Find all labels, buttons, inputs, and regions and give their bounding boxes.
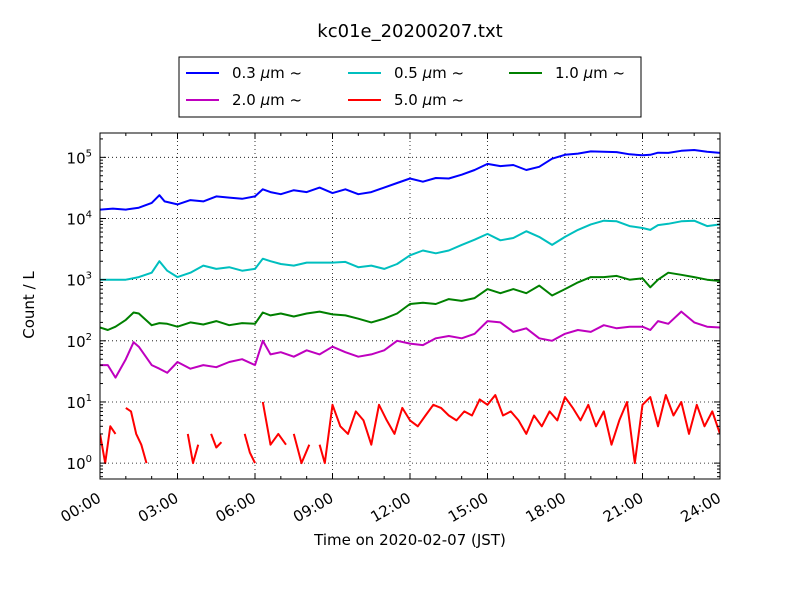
series-line-0-3: [100, 149, 720, 211]
y-axis-label: Count / L: [20, 271, 38, 339]
series-line-5-0: [243, 433, 256, 464]
y-tick-label: 104: [67, 209, 92, 228]
y-tick-label: 101: [67, 393, 92, 412]
legend-label: 0.3 μm ~: [232, 64, 302, 82]
y-tick-label: 100: [67, 454, 92, 473]
legend-item-0-3: 0.3 μm ~: [186, 64, 302, 82]
legend-box: [178, 56, 642, 118]
y-axis: 100 101 102 103 104 105: [67, 138, 720, 478]
legend-label: 2.0 μm ~: [232, 91, 302, 109]
legend: 0.3 μm ~ 0.5 μm ~ 1.0 μm ~ 2.0 μm ~ 5.0 μm ~: [178, 56, 642, 118]
series-line-5-0: [261, 401, 287, 446]
series-line-0-5: [100, 219, 720, 281]
series-line-5-0: [100, 425, 117, 465]
legend-item-0-5: 0.5 μm ~: [348, 64, 464, 82]
series-line-5-0: [125, 407, 148, 464]
series-line-2-0: [100, 310, 720, 379]
series-line-5-0: [292, 433, 311, 465]
legend-label: 1.0 μm ~: [555, 64, 625, 82]
series-line-5-0: [210, 433, 223, 449]
y-tick-label: 105: [67, 148, 92, 167]
legend-item-1-0: 1.0 μm ~: [509, 64, 625, 82]
series-line-5-0: [186, 433, 200, 465]
chart-title: kc01e_20200207.txt: [317, 21, 502, 42]
y-tick-label: 102: [67, 332, 92, 351]
legend-label: 0.5 μm ~: [394, 64, 464, 82]
legend-label: 5.0 μm ~: [394, 91, 464, 109]
series-lines: [100, 149, 720, 465]
series-line-5-0: [318, 394, 720, 465]
legend-item-2-0: 2.0 μm ~: [186, 91, 302, 109]
legend-item-5-0: 5.0 μm ~: [348, 91, 464, 109]
x-axis-label: Time on 2020-02-07 (JST): [313, 531, 506, 549]
y-tick-label: 103: [67, 271, 92, 290]
series-line-1-0: [100, 271, 720, 331]
